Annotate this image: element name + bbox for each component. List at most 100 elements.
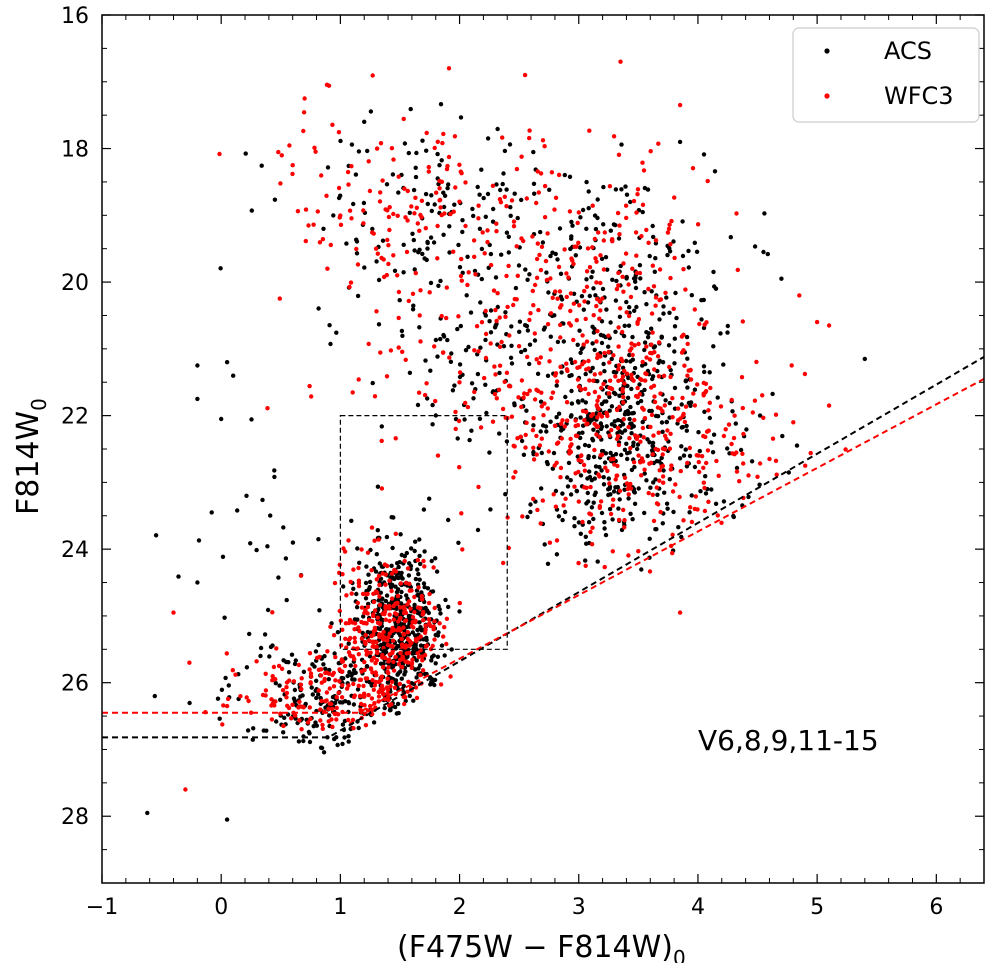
data-point (349, 164, 354, 169)
data-point (654, 501, 660, 506)
data-point (379, 438, 384, 444)
data-point (611, 134, 617, 139)
data-point (348, 663, 353, 668)
data-point (286, 660, 291, 665)
data-point (400, 642, 405, 647)
data-point (598, 371, 603, 376)
data-point (383, 207, 388, 212)
data-point (363, 723, 369, 728)
data-point (568, 478, 573, 483)
data-point (416, 654, 422, 660)
data-point (464, 293, 469, 298)
data-point (500, 406, 506, 412)
data-point (637, 270, 643, 276)
data-point (337, 215, 342, 220)
data-point (534, 200, 539, 206)
data-point (511, 475, 516, 480)
data-point (642, 471, 647, 476)
data-point (365, 708, 371, 713)
data-point (422, 671, 428, 677)
data-point (501, 171, 506, 176)
data-point (414, 150, 419, 156)
data-point (672, 336, 677, 341)
data-point (740, 451, 745, 456)
data-point (677, 139, 683, 145)
data-point (351, 681, 356, 687)
data-point (477, 416, 483, 421)
data-point (416, 666, 421, 671)
data-point (448, 674, 453, 679)
data-point (522, 347, 528, 353)
data-point (387, 612, 392, 617)
data-point (398, 633, 403, 638)
data-point (409, 661, 415, 667)
data-point (370, 73, 375, 78)
data-point (398, 615, 403, 621)
data-point (367, 188, 373, 194)
data-point (223, 675, 228, 681)
data-point (750, 410, 755, 415)
data-point (426, 600, 432, 606)
data-point (411, 303, 416, 308)
data-point (497, 344, 503, 349)
data-point (667, 222, 672, 227)
data-point (472, 348, 477, 353)
data-point (542, 144, 547, 149)
data-point (243, 151, 248, 156)
data-point (431, 627, 436, 632)
data-point (616, 378, 621, 383)
data-point (666, 226, 672, 231)
data-point (584, 284, 590, 289)
data-point (370, 670, 375, 675)
data-point (308, 671, 314, 676)
data-point (625, 383, 630, 389)
data-point (432, 637, 437, 642)
data-point (419, 198, 425, 203)
data-point (388, 348, 394, 353)
data-point (405, 660, 411, 665)
data-point (635, 321, 640, 326)
data-point (406, 150, 411, 156)
data-point (444, 166, 450, 172)
data-point (547, 540, 553, 545)
data-point (326, 671, 332, 676)
data-point (332, 651, 337, 656)
data-point (313, 149, 318, 154)
data-point (361, 683, 366, 689)
data-point (386, 243, 391, 248)
data-point (274, 646, 279, 651)
data-point (554, 441, 560, 446)
data-point (366, 692, 371, 698)
data-point (545, 373, 551, 378)
data-point (607, 433, 612, 438)
data-point (532, 191, 537, 196)
data-point (590, 269, 595, 274)
data-point (760, 393, 765, 398)
data-point (644, 302, 649, 307)
data-point (399, 636, 404, 642)
data-point (359, 547, 364, 552)
data-point (495, 291, 500, 296)
data-point (450, 388, 456, 393)
data-point (307, 705, 312, 710)
data-point (664, 419, 670, 425)
data-point (649, 385, 654, 390)
data-point (650, 492, 655, 497)
data-point (291, 679, 297, 684)
data-point (476, 349, 481, 354)
data-point (384, 182, 390, 187)
data-point (509, 324, 514, 329)
data-point (435, 354, 440, 359)
data-point (531, 457, 537, 462)
data-point (504, 370, 510, 375)
data-point (349, 518, 354, 523)
data-point (545, 406, 550, 411)
data-point (621, 261, 626, 266)
data-point (339, 643, 344, 648)
data-point (385, 642, 391, 648)
data-point (672, 406, 678, 411)
data-point (572, 359, 578, 365)
data-point (672, 361, 677, 366)
data-point (354, 246, 359, 252)
